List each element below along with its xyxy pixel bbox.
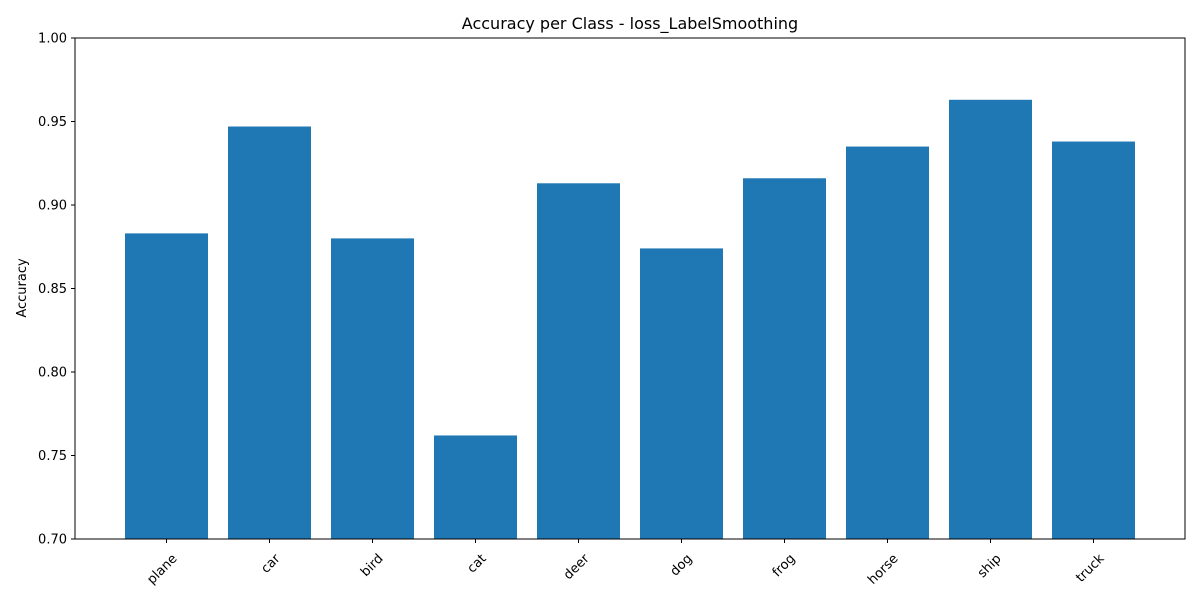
y-tick-label: 0.85 <box>38 282 67 297</box>
bars-group <box>125 99 1135 540</box>
bar-bird <box>331 238 414 539</box>
x-tick-label-ship: ship <box>975 551 1005 581</box>
x-tick-label-bird: bird <box>358 551 386 579</box>
y-tick-label: 0.80 <box>38 366 67 381</box>
bar-frog <box>743 178 826 539</box>
x-tick-label-cat: cat <box>465 551 490 576</box>
x-tick-label-truck: truck <box>1073 551 1108 586</box>
y-tick-label: 0.90 <box>38 199 67 214</box>
bar-car <box>228 126 311 539</box>
bar-plane <box>125 233 208 539</box>
x-tick-label-car: car <box>258 551 284 577</box>
bar-dog <box>640 248 723 540</box>
y-tick-label: 0.95 <box>38 115 67 130</box>
x-tick-label-frog: frog <box>770 551 799 580</box>
x-tick-label-dog: dog <box>668 551 696 579</box>
bar-horse <box>846 146 929 540</box>
bar-deer <box>537 183 620 540</box>
y-axis-label: Accuracy <box>15 258 30 318</box>
bar-ship <box>949 99 1032 539</box>
x-tick-label-horse: horse <box>865 551 901 587</box>
bar-truck <box>1052 141 1135 540</box>
chart-title: Accuracy per Class - loss_LabelSmoothing <box>462 14 798 34</box>
y-tick-label: 1.00 <box>38 32 67 47</box>
plot-frame <box>74 37 1186 540</box>
bar-cat <box>434 435 517 539</box>
x-tick-label-plane: plane <box>144 551 180 587</box>
y-axis: 0.70 0.75 0.80 0.85 0.90 0.95 1.00 <box>38 32 75 548</box>
x-axis: plane car bird cat deer dog frog horse ship truck <box>144 539 1108 588</box>
y-tick-label: 0.70 <box>38 533 67 548</box>
x-tick-label-deer: deer <box>561 551 593 583</box>
y-tick-label: 0.75 <box>38 449 67 464</box>
